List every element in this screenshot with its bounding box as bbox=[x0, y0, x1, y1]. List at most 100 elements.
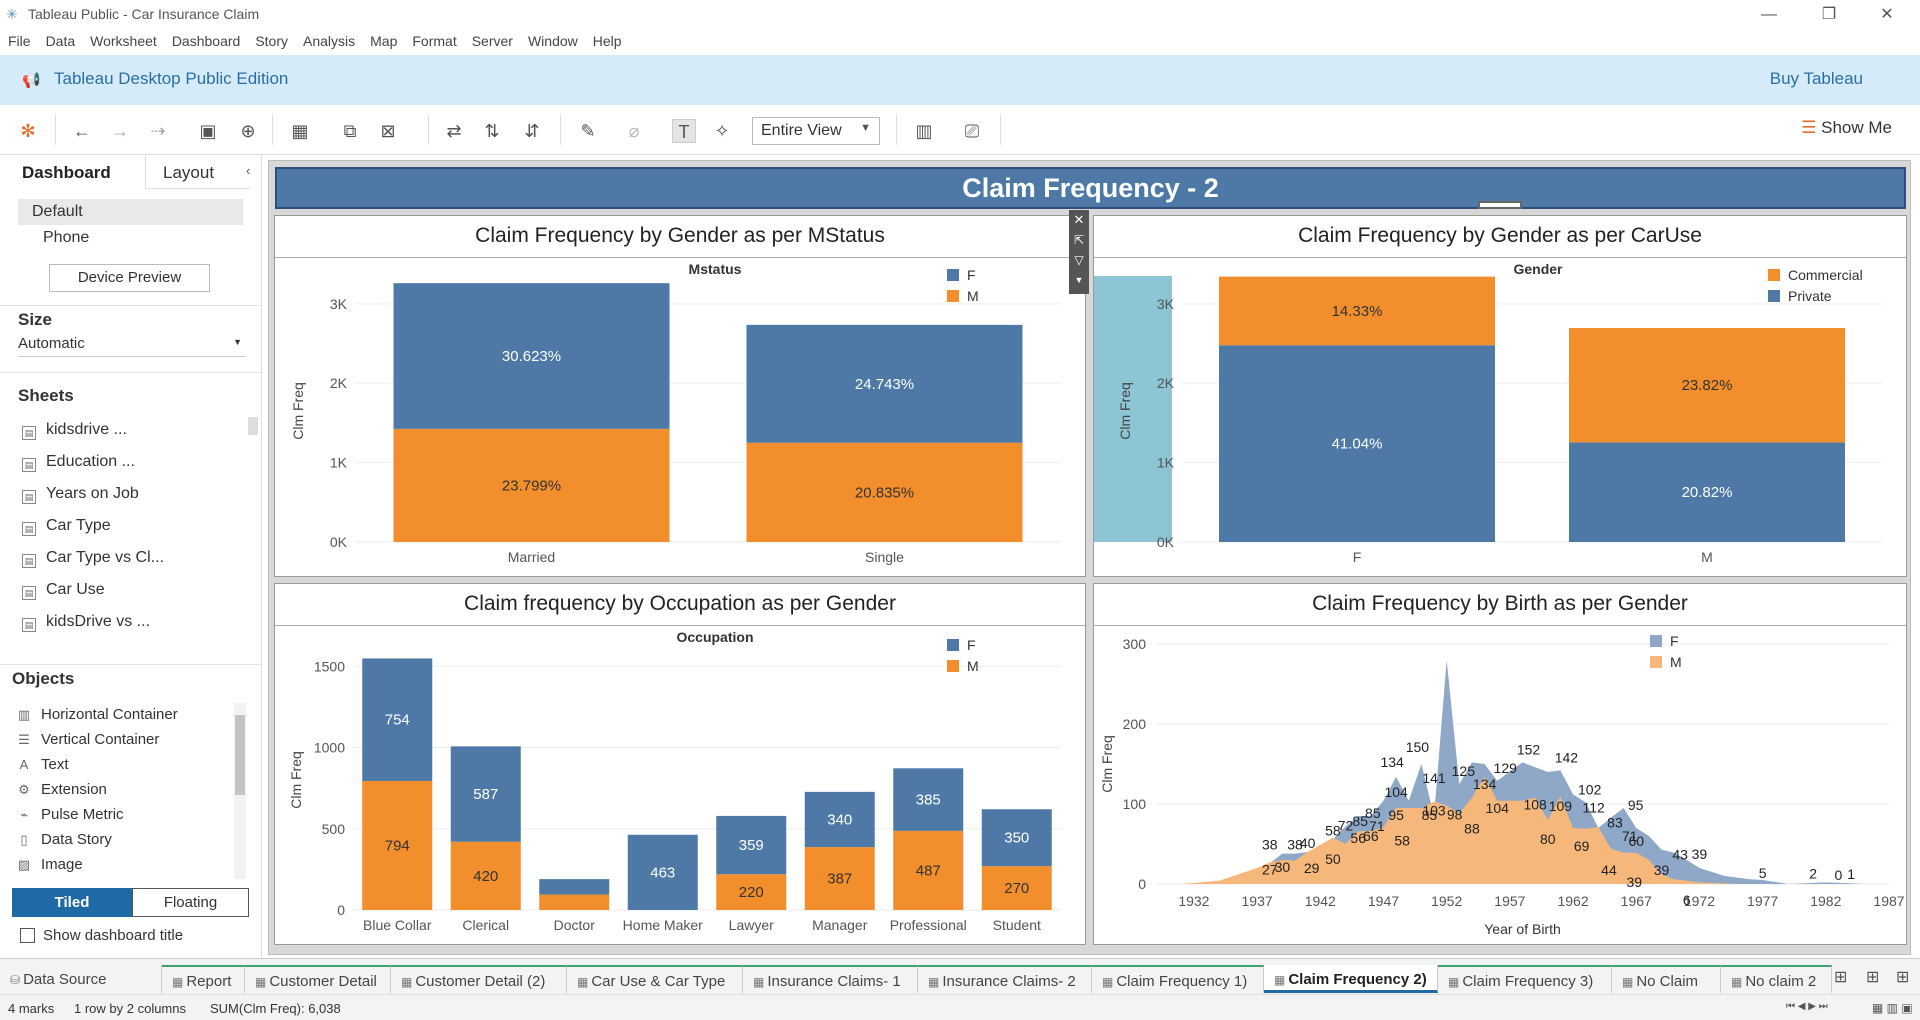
buy-tableau-link[interactable]: Buy Tableau bbox=[1769, 69, 1863, 88]
group-members-icon[interactable]: ⌀ bbox=[628, 121, 640, 141]
chart-mstatus[interactable]: 0K 1K 2K 3K Clm Freq Mstatus 23.799% 30.623% Mar… bbox=[275, 258, 1085, 576]
objects-scrollbar[interactable] bbox=[234, 703, 246, 879]
go-to-sheet-icon[interactable]: ⇱ bbox=[1073, 233, 1085, 247]
filter-icon[interactable]: ▽ bbox=[1074, 253, 1084, 267]
highlight-icon[interactable]: ✎ bbox=[580, 121, 596, 141]
sheet-item[interactable]: ▤ Car Type bbox=[22, 517, 111, 536]
new-data-source-icon[interactable]: ⊕ bbox=[240, 121, 256, 141]
tab-data-source[interactable]: ⛁ Data Source bbox=[0, 965, 162, 993]
tiled-button[interactable]: Tiled bbox=[12, 888, 132, 917]
sort-ascending-icon[interactable]: ⇅ bbox=[484, 121, 500, 141]
data-label: 129 bbox=[1494, 760, 1518, 776]
show-dashboard-title-checkbox[interactable]: Show dashboard title bbox=[20, 927, 183, 944]
sheet-item[interactable]: ▤ kidsDrive vs ... bbox=[22, 613, 150, 632]
sheet-item[interactable]: ▤ kidsdrive ... bbox=[22, 421, 127, 440]
tab-claim-frequency-3[interactable]: ▦ Claim Frequency 3) bbox=[1438, 965, 1612, 993]
menu-format[interactable]: Format bbox=[412, 33, 457, 49]
new-worksheet-icon[interactable]: ▦ bbox=[291, 121, 309, 141]
data-label: 14.33% bbox=[1332, 303, 1383, 320]
size-dropdown[interactable]: Automatic ▼ bbox=[18, 335, 246, 357]
tab-customer-detail-2[interactable]: ▦ Customer Detail (2) bbox=[391, 965, 567, 993]
new-worksheet-tab-icon[interactable]: ⊞ bbox=[1834, 969, 1848, 986]
tab-car-use-car-type[interactable]: ▦ Car Use & Car Type bbox=[567, 965, 743, 993]
navigation-arrows-icon[interactable]: ⏮ ◀ ▶ ⏭ bbox=[1786, 1001, 1828, 1012]
duplicate-icon[interactable]: ⧉ bbox=[343, 121, 357, 141]
sheet-item[interactable]: ▤ Car Type vs Cl... bbox=[22, 549, 164, 568]
sheet-item[interactable]: ▤ Car Use bbox=[22, 581, 105, 600]
data-label: 20.835% bbox=[855, 484, 914, 501]
show-me-button[interactable]: ☰ Show Me bbox=[1801, 118, 1892, 137]
tab-no-claim-2[interactable]: ▦ No claim 2 bbox=[1721, 965, 1832, 993]
new-dashboard-tab-icon[interactable]: ⊞ bbox=[1866, 969, 1880, 986]
menu-help[interactable]: Help bbox=[592, 33, 622, 49]
fix-axes-icon[interactable]: ✧ bbox=[714, 121, 730, 141]
menu-worksheet[interactable]: Worksheet bbox=[90, 33, 157, 49]
data-label: 71 bbox=[1622, 828, 1638, 844]
menu-story[interactable]: Story bbox=[255, 33, 288, 49]
sheet-item[interactable]: ▤ Education ... bbox=[22, 453, 135, 472]
new-story-tab-icon[interactable]: ⊞ bbox=[1896, 969, 1910, 986]
menu-window[interactable]: Window bbox=[527, 33, 578, 49]
more-options-icon[interactable]: ▼ bbox=[1074, 275, 1084, 285]
sheet-icon: ▤ bbox=[22, 618, 36, 632]
restore-button[interactable]: ❐ bbox=[1821, 6, 1837, 23]
object-data-story[interactable]: ▯ Data Story bbox=[16, 831, 111, 848]
tableau-start-icon[interactable]: ✻ bbox=[20, 121, 36, 141]
save-icon[interactable]: ▣ bbox=[199, 121, 217, 141]
device-preview-button[interactable]: Device Preview bbox=[49, 264, 210, 292]
menu-map[interactable]: Map bbox=[370, 33, 398, 49]
object-image[interactable]: ▨ Image bbox=[17, 856, 83, 873]
view-toggle-icon[interactable]: ▦ ▥ ▣ bbox=[1872, 1001, 1913, 1015]
chart-occupation[interactable]: 0 500 1000 1500 Clm Freq Occupation 794 754 Blue… bbox=[275, 626, 1085, 944]
tab-customer-detail[interactable]: ▦ Customer Detail bbox=[245, 965, 391, 993]
show-cards-icon[interactable]: ▥ bbox=[915, 121, 933, 141]
bar-segment bbox=[450, 746, 521, 842]
data-label: 20.82% bbox=[1682, 484, 1733, 501]
menu-server[interactable]: Server bbox=[471, 33, 513, 49]
show-mark-labels-icon[interactable]: T bbox=[672, 119, 696, 143]
undo-icon[interactable]: ← bbox=[73, 121, 91, 141]
close-button[interactable]: ✕ bbox=[1880, 6, 1894, 23]
sheets-scrollbar[interactable] bbox=[248, 417, 258, 435]
menu-analysis[interactable]: Analysis bbox=[303, 33, 356, 49]
tab-claim-frequency-1[interactable]: ▦ Claim Frequency 1) bbox=[1092, 965, 1264, 993]
device-phone[interactable]: Phone bbox=[43, 229, 90, 246]
floating-button[interactable]: Floating bbox=[132, 888, 249, 917]
remove-icon[interactable]: ✕ bbox=[1073, 212, 1085, 227]
object-pulse-metric[interactable]: ⌁ Pulse Metric bbox=[16, 806, 123, 823]
object-text[interactable]: A Text bbox=[16, 756, 69, 773]
data-label: 350 bbox=[1004, 830, 1029, 847]
bar-segment bbox=[716, 874, 787, 910]
sort-descending-icon[interactable]: ⇵ bbox=[524, 121, 540, 141]
swap-rows-columns-icon[interactable]: ⇄ bbox=[446, 121, 462, 141]
data-label: 95 bbox=[1628, 797, 1644, 813]
tab-insurance-claims-2[interactable]: ▦ Insurance Claims- 2 bbox=[918, 965, 1092, 993]
menu-dashboard[interactable]: Dashboard bbox=[171, 33, 241, 49]
object-horizontal-container[interactable]: ▥ Horizontal Container bbox=[17, 706, 178, 723]
menu-data[interactable]: Data bbox=[45, 33, 76, 49]
object-extension[interactable]: ⚙ Extension bbox=[16, 781, 107, 798]
tab-dashboard[interactable]: Dashboard bbox=[0, 155, 145, 189]
chart-caruse[interactable]: 0K 1K 2K 3K Clm Freq Gender 41.04% 14.33% F 20.82… bbox=[1094, 258, 1906, 576]
clear-sheet-icon[interactable]: ⊠ bbox=[380, 121, 396, 141]
x-tick-label: 1977 bbox=[1747, 893, 1778, 909]
menu-file[interactable]: File bbox=[8, 33, 31, 49]
tab-claim-frequency-2[interactable]: ▦ Claim Frequency 2) bbox=[1264, 965, 1438, 993]
redo-icon[interactable]: → bbox=[111, 121, 129, 141]
sheet-icon: ▤ bbox=[22, 490, 36, 504]
tab-layout[interactable]: Layout bbox=[145, 155, 250, 189]
device-default[interactable]: Default bbox=[18, 199, 243, 225]
replay-icon[interactable]: ⇢ bbox=[150, 121, 166, 141]
data-label: 142 bbox=[1555, 749, 1579, 765]
tab-no-claim[interactable]: ▦ No Claim bbox=[1612, 965, 1721, 993]
fit-dropdown[interactable]: Entire View ▼ bbox=[752, 117, 880, 145]
object-vertical-container[interactable]: ☰ Vertical Container bbox=[16, 731, 159, 748]
minimize-button[interactable]: — bbox=[1761, 6, 1777, 23]
resize-handle[interactable] bbox=[1478, 201, 1522, 209]
presentation-mode-icon[interactable]: ⎚ bbox=[964, 121, 980, 141]
tab-insurance-claims-1[interactable]: ▦ Insurance Claims- 1 bbox=[743, 965, 918, 993]
sheet-item[interactable]: ▤ Years on Job bbox=[22, 485, 139, 504]
collapse-panel-icon[interactable]: ‹ bbox=[246, 163, 251, 178]
tab-report[interactable]: ▦ Report bbox=[162, 965, 245, 993]
